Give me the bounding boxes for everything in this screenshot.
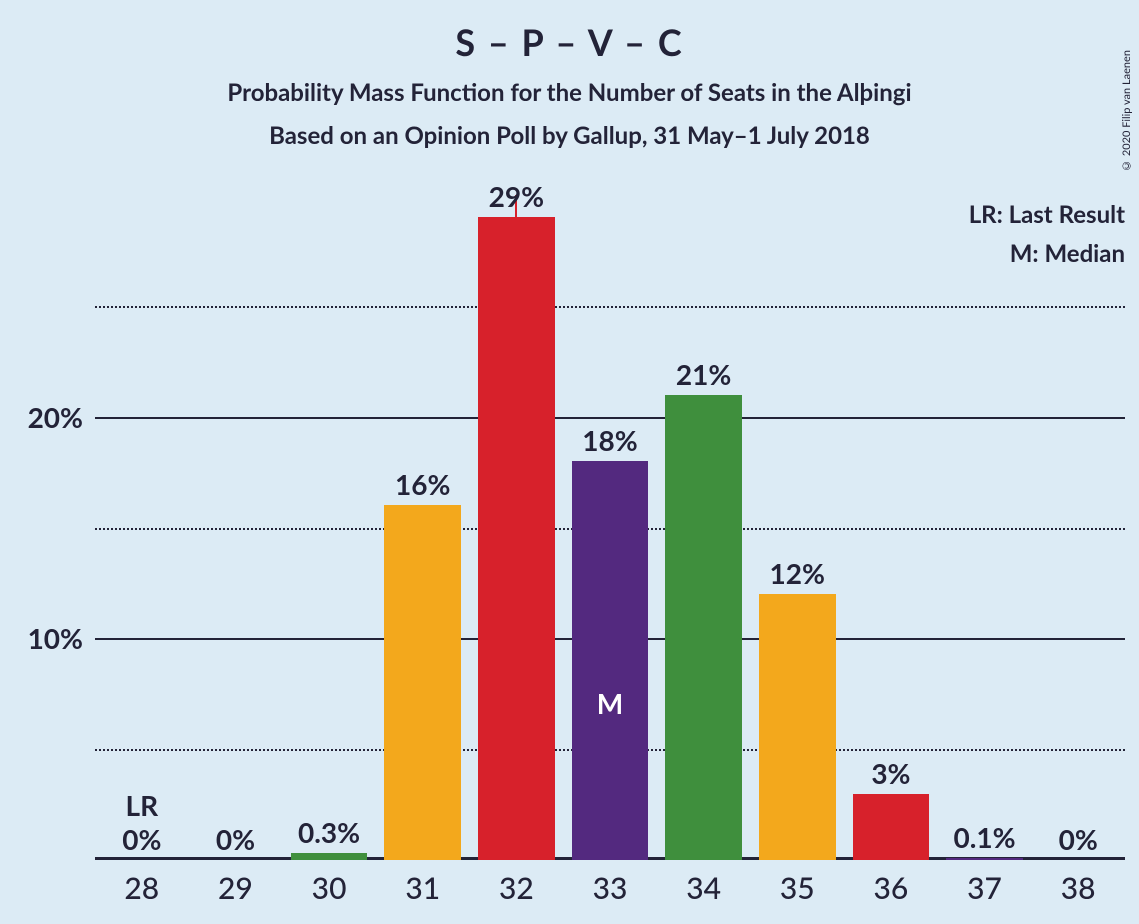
subtitle-2: Based on an Opinion Poll by Gallup, 31 M…: [0, 121, 1139, 150]
bar: [384, 505, 461, 860]
x-axis-tick-label: 37: [938, 870, 1032, 906]
bar-slot: 12%: [759, 195, 836, 860]
x-axis-labels: 2829303132333435363738: [95, 870, 1125, 920]
x-axis-tick-label: 34: [657, 870, 751, 906]
y-axis-label: 20%: [28, 400, 83, 434]
bar-value-label: 21%: [665, 357, 742, 391]
bar-slot: 18% M: [572, 195, 649, 860]
x-axis-tick-label: 31: [376, 870, 470, 906]
bar-slot: 16%: [384, 195, 461, 860]
bar-value-label: 18%: [572, 423, 649, 457]
bar-annotation: M: [572, 686, 649, 720]
bar-value-label: 0.3%: [291, 815, 368, 849]
bar-value-label: 29%: [478, 179, 555, 213]
bar-slot: 0.3%: [291, 195, 368, 860]
x-axis-tick-label: 35: [750, 870, 844, 906]
bar-value-label: 0%: [103, 822, 180, 856]
bar-value-label: 12%: [759, 556, 836, 590]
bar: [478, 217, 555, 860]
x-axis-tick-label: 30: [282, 870, 376, 906]
subtitle-1: Probability Mass Function for the Number…: [0, 78, 1139, 107]
bar-annotation: LR: [103, 788, 180, 822]
bar-slot: 0%: [1040, 195, 1117, 860]
bar-slot: 0%LR: [103, 195, 180, 860]
bar-value-label: 3%: [853, 756, 930, 790]
bar-slot: 0%: [197, 195, 274, 860]
x-axis-tick-label: 28: [95, 870, 189, 906]
bar-slot: 0.1%: [946, 195, 1023, 860]
bars-layer: 0%LR0%0.3%16%29%18%M21%12%3%0.1%0%: [95, 195, 1125, 860]
bar: [572, 461, 649, 860]
bar-slot: 29%: [478, 195, 555, 860]
bar: [759, 594, 836, 860]
legend-lr: LR: Last Result: [969, 200, 1125, 229]
x-axis-tick-label: 36: [844, 870, 938, 906]
main-title: S – P – V – C: [0, 20, 1139, 64]
x-axis-tick-label: 38: [1031, 870, 1125, 906]
x-axis-tick-label: 32: [470, 870, 564, 906]
x-axis-tick-label: 33: [563, 870, 657, 906]
legend-m: M: Median: [969, 239, 1125, 268]
bar: [946, 858, 1023, 860]
chart-plot-area: 10%20%0%LR0%0.3%16%29%18%M21%12%3%0.1%0%…: [95, 195, 1125, 860]
bar-value-label: 0.1%: [946, 820, 1023, 854]
bar-value-label: 16%: [384, 467, 461, 501]
bar-slot: 21%: [665, 195, 742, 860]
bar-value-label: 0%: [1040, 822, 1117, 856]
copyright-text: © 2020 Filip van Laenen: [1120, 50, 1133, 172]
chart-header: S – P – V – C Probability Mass Function …: [0, 0, 1139, 150]
x-axis-tick-label: 29: [189, 870, 283, 906]
bar: [291, 853, 368, 860]
bar: [665, 395, 742, 861]
bar-value-label: 0%: [197, 822, 274, 856]
bar: [853, 794, 930, 861]
chart-legend: LR: Last Result M: Median: [969, 200, 1125, 278]
bar-slot: 3%: [853, 195, 930, 860]
y-axis-label: 10%: [28, 621, 83, 655]
